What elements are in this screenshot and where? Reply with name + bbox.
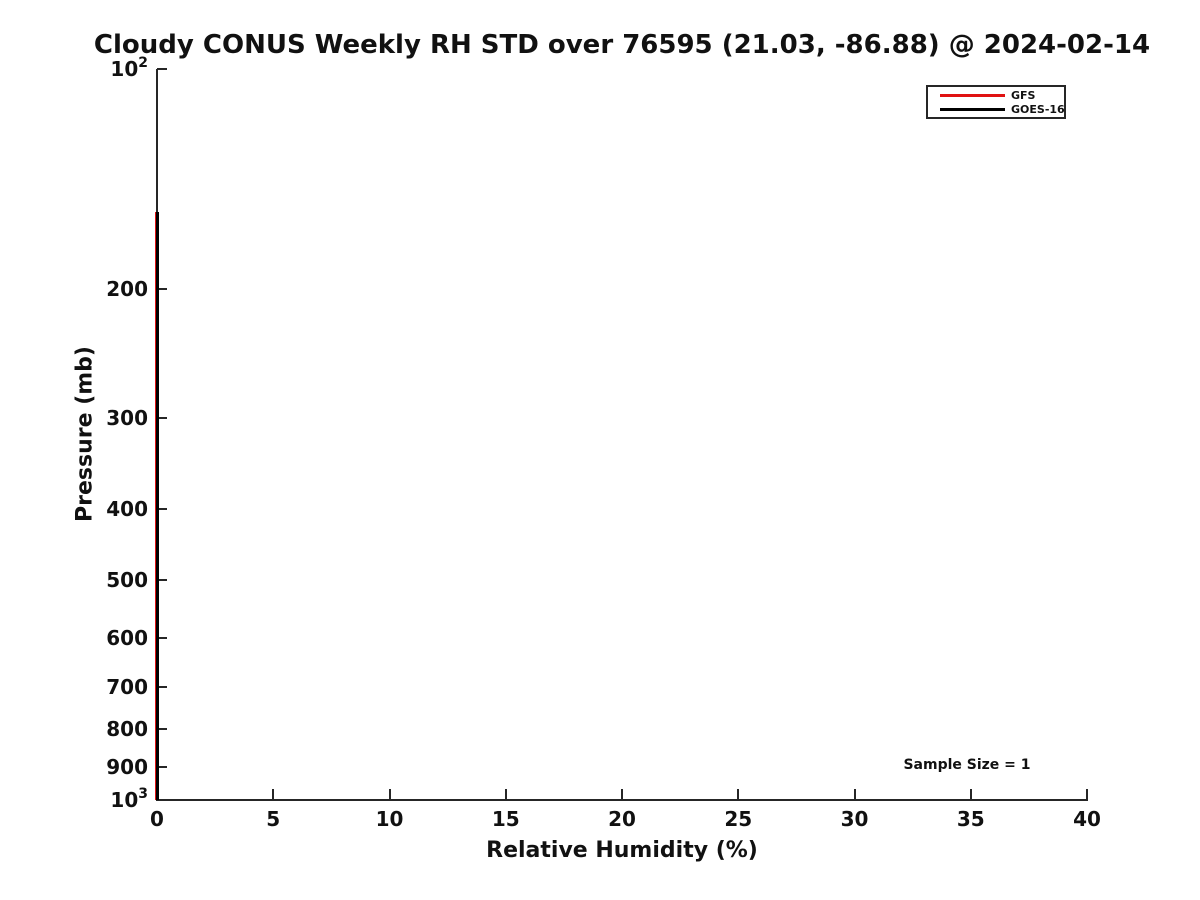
legend-label-goes16: GOES-16 xyxy=(1011,102,1065,116)
y-tick xyxy=(157,685,167,688)
x-axis-label: Relative Humidity (%) xyxy=(486,838,758,863)
x-tick-label: 25 xyxy=(724,807,753,831)
legend-label-gfs: GFS xyxy=(1011,88,1036,102)
series-line-goes16 xyxy=(155,212,160,800)
x-tick xyxy=(1086,789,1088,799)
x-tick-label: 0 xyxy=(150,807,164,831)
y-tick-label: 500 xyxy=(106,567,148,592)
x-tick xyxy=(504,789,507,799)
y-tick-label: 800 xyxy=(106,717,148,742)
x-tick-label: 10 xyxy=(375,807,404,831)
sample-size-annotation: Sample Size = 1 xyxy=(903,757,1031,773)
legend-line-gfs xyxy=(940,93,1005,97)
y-tick-label: 400 xyxy=(106,497,148,522)
y-tick xyxy=(157,416,167,419)
legend-entry-goes16: GOES-16 xyxy=(940,102,1065,116)
legend: GFS GOES-16 xyxy=(926,85,1066,119)
x-tick-label: 30 xyxy=(840,807,869,831)
x-tick xyxy=(388,789,391,799)
y-tick xyxy=(157,68,167,70)
y-tick xyxy=(157,728,167,731)
y-tick xyxy=(157,578,167,581)
y-tick xyxy=(157,636,167,639)
y-tick-label: 700 xyxy=(106,674,148,699)
y-tick-label: 300 xyxy=(106,405,148,430)
x-tick xyxy=(621,789,623,799)
x-tick xyxy=(272,789,275,799)
y-tick xyxy=(157,288,167,291)
y-tick-label: 600 xyxy=(106,625,148,650)
y-tick-label: 102 xyxy=(110,55,148,81)
y-tick-label: 900 xyxy=(106,754,148,779)
y-tick xyxy=(157,508,167,511)
y-tick xyxy=(157,799,167,801)
legend-line-goes16 xyxy=(940,107,1005,111)
x-tick-label: 20 xyxy=(608,807,636,831)
x-tick xyxy=(853,789,856,799)
x-tick xyxy=(737,789,740,799)
x-tick-label: 5 xyxy=(266,807,281,831)
x-tick-label: 40 xyxy=(1073,807,1101,831)
y-tick xyxy=(157,765,167,768)
x-tick-label: 15 xyxy=(491,807,520,831)
y-tick-label: 103 xyxy=(110,786,148,812)
x-axis-spine xyxy=(156,799,1088,801)
y-tick-label: 200 xyxy=(106,277,148,302)
x-tick-label: 35 xyxy=(956,807,985,831)
legend-entry-gfs: GFS xyxy=(940,90,1064,101)
x-tick xyxy=(969,789,972,799)
chart-title: Cloudy CONUS Weekly RH STD over 76595 (2… xyxy=(93,30,1151,60)
